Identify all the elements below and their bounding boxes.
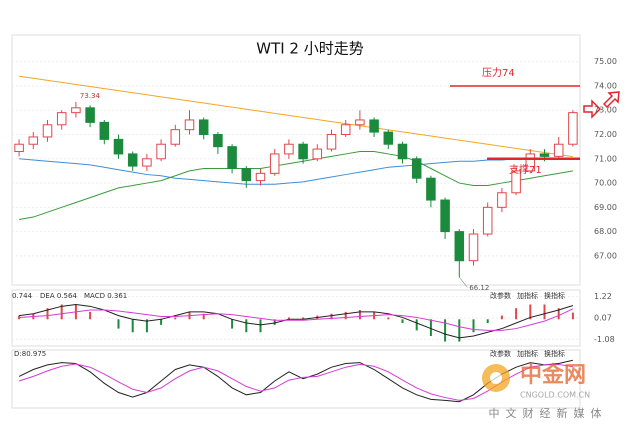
y-tick-label: 74.00 (594, 81, 617, 90)
indicator-button[interactable]: 加指标 (517, 349, 538, 358)
y-tick-label: 69.00 (594, 203, 617, 212)
candle-body (127, 153, 138, 167)
dea-line (19, 308, 574, 331)
candle-body (170, 129, 181, 145)
k-line (18, 359, 574, 403)
watermark-tagline: 中文财经新媒体 (489, 406, 608, 420)
y-tick-label: 70.00 (594, 179, 617, 188)
candle-body (511, 170, 521, 194)
y-tick-label: 0.07 (594, 314, 612, 323)
y-tick-label: 72.00 (594, 130, 617, 139)
y-tick-label: 73.00 (594, 106, 617, 115)
indicator-label: DEA 0.564 (40, 292, 77, 300)
kdj-frame (11, 349, 581, 409)
candle-body (142, 158, 152, 167)
arrow (583, 99, 602, 119)
candle-body (440, 199, 450, 233)
candle-body (340, 124, 351, 136)
candle-body (411, 158, 422, 179)
candle-body (113, 138, 124, 155)
candle-body (539, 153, 550, 157)
trough-label: 66.12 (469, 284, 489, 292)
y-tick-label: 75.00 (594, 57, 617, 66)
y-tick-label: 67.00 (594, 251, 617, 260)
candle-body (56, 112, 67, 126)
indicator-button[interactable]: 换指标 (544, 349, 565, 358)
candle-body (269, 153, 280, 174)
arrow (602, 91, 620, 109)
candle-body (326, 134, 337, 150)
candle-body (85, 107, 95, 123)
indicator-label: MACD 0.361 (84, 292, 127, 300)
peak-label: 73.34 (80, 92, 101, 100)
candle-body (42, 124, 53, 138)
moving-average (19, 151, 573, 220)
candle-body (568, 112, 578, 145)
candle-body (227, 146, 237, 169)
logo-circle (490, 372, 502, 384)
candle-body (255, 172, 266, 182)
moving-average (19, 158, 573, 185)
y-tick-label: 1.22 (594, 292, 612, 301)
candle-body (156, 143, 166, 160)
candle-body (397, 143, 408, 160)
chart-title: WTI 2 小时走势 (256, 40, 364, 58)
level-label: 支撑71 (509, 163, 542, 176)
indicator-button[interactable]: 换指标 (544, 291, 565, 300)
candle-body (298, 143, 308, 160)
d-line (18, 363, 573, 401)
candle-body (99, 121, 110, 140)
candle-body (482, 206, 493, 235)
candle-body (525, 153, 536, 172)
watermark: 中金网 CNGOLD.COM.CN (482, 362, 590, 400)
candle-body (355, 119, 365, 126)
y-tick-label: -1.08 (594, 335, 615, 344)
moving-average (19, 75, 573, 158)
indicator-button[interactable]: 改参数 (490, 291, 511, 300)
candle-body (184, 119, 195, 131)
arrows (583, 91, 620, 119)
level-label: 压力74 (482, 66, 515, 79)
candle-body (369, 119, 379, 133)
candle-body (497, 192, 507, 208)
candle-body (383, 131, 394, 145)
candle-body (454, 231, 465, 262)
candle-body (241, 167, 252, 182)
watermark-domain: CNGOLD.COM.CN (520, 391, 590, 400)
candle-body (468, 233, 479, 262)
candle-body (14, 143, 24, 153)
trough-pointer (459, 277, 468, 288)
indicator-button[interactable]: 改参数 (490, 349, 511, 358)
candle-body (198, 119, 209, 136)
indicator-label: D:80.975 (14, 350, 46, 358)
candle-body (553, 143, 564, 157)
dif-line (19, 303, 574, 339)
y-tick-label: 68.00 (594, 227, 617, 236)
indicator-button[interactable]: 加指标 (517, 291, 538, 300)
indicator-label: 0.744 (12, 292, 33, 300)
candle-body (71, 107, 81, 114)
candle-body (312, 148, 323, 160)
watermark-name: 中金网 (520, 362, 586, 388)
candle-body (213, 134, 223, 148)
candle-body (426, 177, 436, 201)
y-tick-label: 71.00 (594, 154, 617, 163)
candle-body (284, 143, 294, 155)
candle-body (28, 136, 39, 145)
